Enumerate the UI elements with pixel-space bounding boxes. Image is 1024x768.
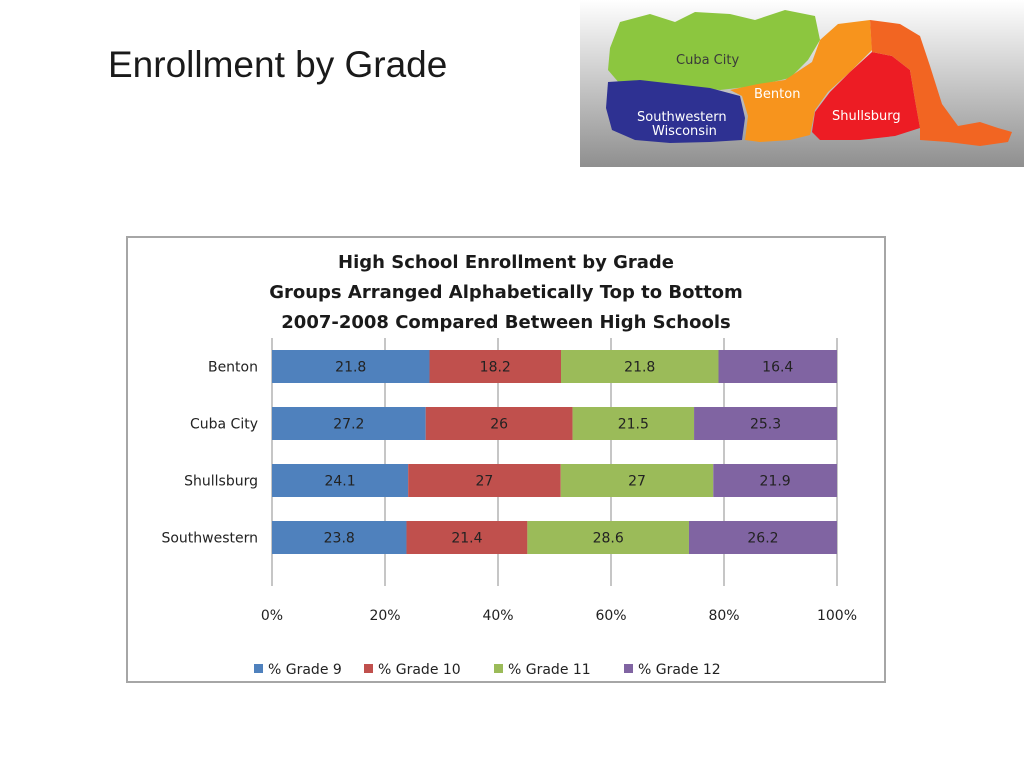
chart-x-ticks: 0% 20% 40% 60% 80% 100% [261,608,857,624]
map-region-east [870,20,1012,146]
category-label-3: Southwestern [161,531,258,547]
bar-southwestern-series-4 [688,521,837,554]
bar-shullsburg-series-3 [560,464,714,497]
category-label-0: Benton [208,360,258,376]
district-map-svg: Cuba City Benton Southwestern Wisconsin … [580,0,1024,167]
bar-benton-series-4 [718,350,837,383]
enrollment-chart: High School Enrollment by Grade Groups Ar… [126,236,886,683]
data-label: 24.1 [324,474,355,490]
bar-benton-series-3 [561,350,719,383]
data-label: 21.5 [618,417,649,433]
bar-cuba-city-series-4 [694,407,837,440]
chart-title-group: High School Enrollment by Grade Groups Ar… [269,252,743,333]
chart-title-line-1: High School Enrollment by Grade [338,252,674,273]
x-tick-label-1: 20% [369,608,400,624]
data-label: 26 [490,417,508,433]
map-label-shullsburg: Shullsburg [832,109,901,124]
bar-shullsburg-series-1 [272,464,409,497]
data-label: 27 [628,474,646,490]
legend-swatch-3 [494,664,503,673]
map-region-cuba-city [608,10,820,90]
chart-legend: % Grade 9 % Grade 10 % Grade 11 % Grade 12 [254,662,721,678]
chart-bars: 21.8 18.2 21.8 16.4 27.2 26 21.5 25.3 24.1 27 27 21… [272,350,837,554]
x-tick-label-2: 40% [482,608,513,624]
x-tick-label-0: 0% [261,608,283,624]
chart-title-line-2: Groups Arranged Alphabetically Top to Bo… [269,282,743,303]
data-label: 21.8 [335,360,366,376]
slide-title: Enrollment by Grade [108,44,448,85]
data-label: 21.8 [624,360,655,376]
map-region-shullsburg [812,52,920,140]
bar-southwestern-series-3 [527,521,689,554]
bar-shullsburg-series-2 [408,464,561,497]
data-label: 28.6 [593,531,624,547]
bar-benton-series-2 [429,350,562,383]
x-tick-label-3: 60% [595,608,626,624]
data-label: 18.2 [480,360,511,376]
data-label: 27.2 [333,417,364,433]
data-label: 23.8 [324,531,355,547]
chart-category-labels: Benton Cuba City Shullsburg Southwestern [161,360,258,547]
data-label: 26.2 [747,531,778,547]
bar-cuba-city-series-2 [425,407,573,440]
map-region-southwestern [606,80,745,143]
category-label-1: Cuba City [190,417,258,433]
map-label-southwestern-1: Southwestern [637,110,727,125]
legend-label-3: % Grade 11 [508,662,591,678]
map-label-benton: Benton [754,87,800,102]
data-label: 21.4 [451,531,482,547]
legend-label-4: % Grade 12 [638,662,721,678]
legend-swatch-4 [624,664,633,673]
map-region-benton [730,20,872,142]
legend-swatch-1 [254,664,263,673]
district-map-image: Cuba City Benton Southwestern Wisconsin … [580,0,1024,167]
bar-southwestern-series-2 [406,521,528,554]
legend-swatch-2 [364,664,373,673]
bar-benton-series-1 [272,350,430,383]
legend-label-2: % Grade 10 [378,662,461,678]
bar-southwestern-series-1 [272,521,407,554]
data-label: 16.4 [762,360,793,376]
x-tick-label-5: 100% [817,608,857,624]
data-label: 27 [476,474,494,490]
bar-shullsburg-series-4 [713,464,837,497]
bar-cuba-city-series-3 [572,407,695,440]
chart-svg: High School Enrollment by Grade Groups Ar… [161,252,857,678]
legend-label-1: % Grade 9 [268,662,342,678]
data-label: 25.3 [750,417,781,433]
map-label-cuba-city: Cuba City [676,53,739,68]
map-label-southwestern-2: Wisconsin [652,124,717,139]
bar-cuba-city-series-1 [272,407,426,440]
x-tick-label-4: 80% [708,608,739,624]
category-label-2: Shullsburg [184,474,258,490]
data-label: 21.9 [760,474,791,490]
chart-title-line-3: 2007-2008 Compared Between High Schools [281,312,730,333]
